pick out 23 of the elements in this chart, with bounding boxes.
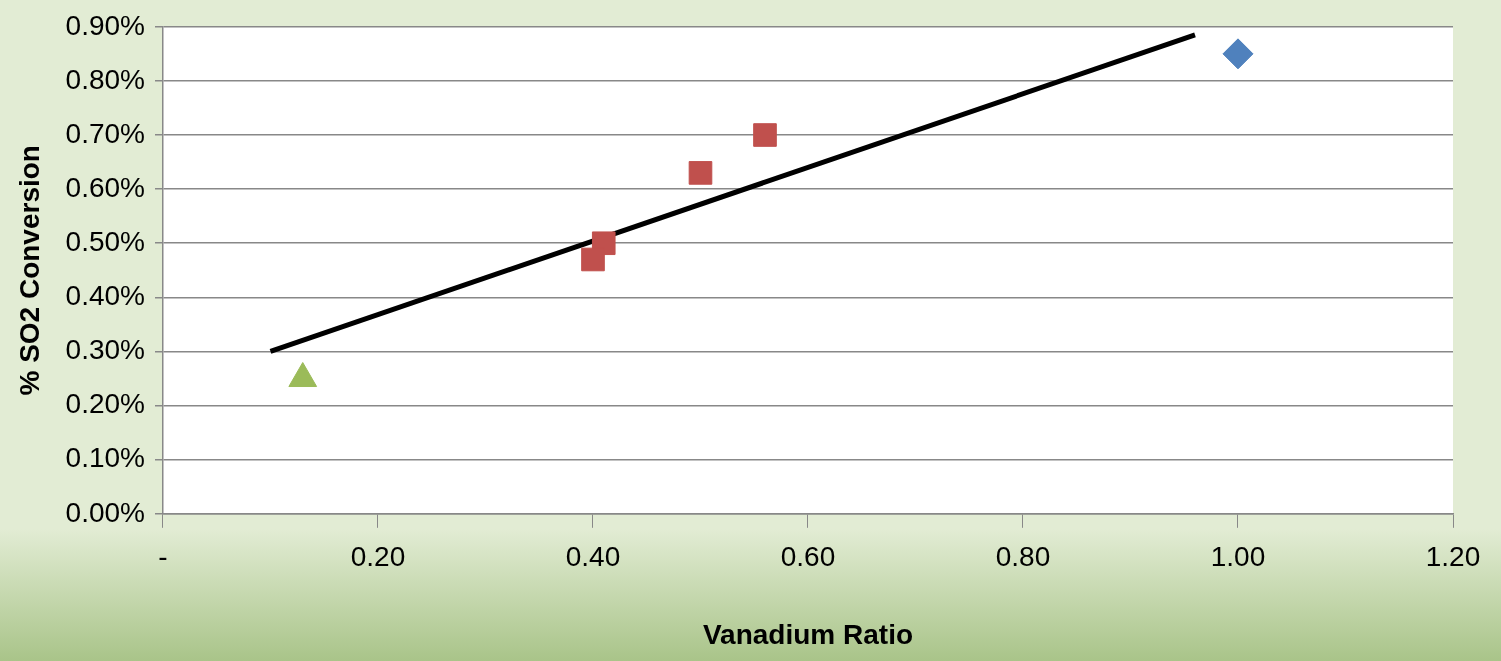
y-tick-label: 0.40% [65,280,145,312]
y-tick-label: 0.50% [65,225,145,257]
y-tick-label: 0.00% [65,496,145,528]
y-tick-label: 0.90% [65,9,145,41]
point [581,247,605,272]
x-axis-title: Vanadium Ratio [702,618,914,650]
x-tick-label: 0.40 [565,541,621,573]
x-tick-label: 1.00 [1210,541,1266,573]
point [688,161,713,185]
y-tick-label: 0.60% [65,171,145,203]
x-tick-label: - [158,541,168,573]
point [1222,38,1254,70]
x-tick-label: 0.80 [995,541,1051,573]
x-tick-label: 0.20 [350,541,406,573]
x-tick-label: 1.20 [1425,541,1481,573]
y-tick-label: 0.10% [65,442,145,474]
y-axis-title: % SO2 Conversion [13,145,45,396]
y-tick-label: 0.20% [65,388,145,420]
point [753,123,777,147]
x-tick-label: 0.60 [780,541,836,573]
y-tick-label: 0.80% [65,63,145,95]
y-tick-label: 0.30% [65,334,145,366]
y-tick-label: 0.70% [65,117,145,149]
